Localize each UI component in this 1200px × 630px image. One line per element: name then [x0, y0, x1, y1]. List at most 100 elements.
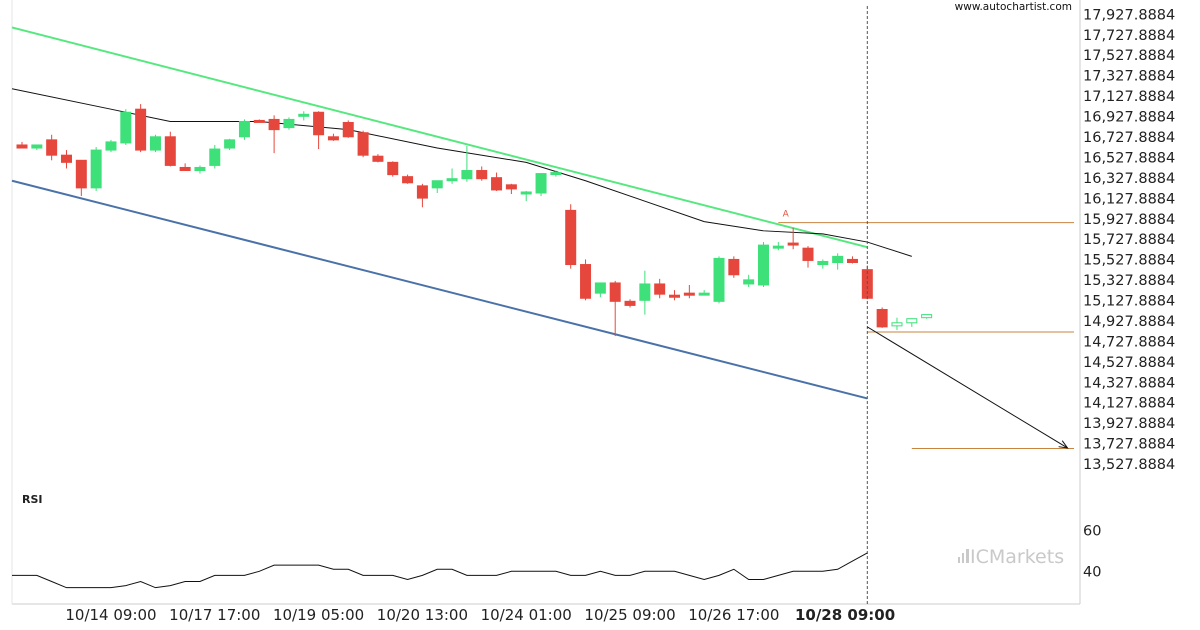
rsi-tick-label: 40 [1083, 564, 1101, 580]
candle-body [669, 294, 681, 298]
candle-body [327, 136, 339, 141]
candle [565, 204, 577, 269]
candle [446, 168, 458, 184]
trend-lines [11, 26, 868, 400]
candle-body [580, 264, 592, 299]
candle [550, 170, 562, 177]
candle [609, 280, 621, 337]
brand-prefix: IC [970, 546, 989, 568]
candle [120, 109, 132, 145]
candle-body [832, 255, 844, 263]
candle-body [876, 309, 888, 328]
brand-logo: ICMarkets [958, 546, 1064, 568]
price-tick-label: 15,527.8884 [1083, 253, 1175, 269]
candle [402, 174, 414, 184]
candle [580, 259, 592, 301]
candle-body [505, 184, 517, 190]
brand-bars-icon [958, 549, 969, 563]
candle-body [728, 258, 740, 276]
candle [921, 314, 933, 319]
candle-body [298, 113, 310, 117]
support-trend-line [11, 179, 868, 400]
candle [372, 154, 384, 163]
time-tick-label: 10/26 17:00 [688, 606, 779, 624]
time-tick-label: 10/28 09:00 [795, 606, 895, 624]
candle-body [431, 180, 443, 189]
candle [713, 256, 725, 304]
price-tick-label: 15,127.8884 [1083, 294, 1175, 310]
candle [75, 159, 87, 197]
candle [327, 133, 339, 141]
candle-body [698, 292, 710, 296]
price-tick-label: 17,127.8884 [1083, 89, 1175, 105]
time-tick-label: 10/19 05:00 [273, 606, 364, 624]
candle-body [921, 314, 933, 319]
candle-body [713, 257, 725, 302]
candle-body [135, 108, 147, 151]
price-tick-label: 13,927.8884 [1083, 416, 1175, 432]
candle [505, 183, 517, 195]
candle [758, 242, 769, 288]
candle-body [476, 170, 488, 180]
svg-text:ICMarkets: ICMarkets [970, 546, 1064, 568]
candle-body [624, 300, 636, 306]
price-tick-label: 14,727.8884 [1083, 334, 1175, 350]
price-tick-label: 15,927.8884 [1083, 212, 1175, 228]
candle [179, 163, 191, 172]
price-tick-label: 14,127.8884 [1083, 396, 1175, 412]
candle [476, 166, 488, 181]
candle-body [75, 159, 87, 189]
brand-name: Markets [989, 546, 1064, 568]
projection-arrowhead [1058, 440, 1069, 449]
candle [846, 256, 858, 264]
candle [194, 165, 206, 174]
candle [669, 290, 681, 301]
candle-body [342, 121, 354, 138]
candle-body [105, 141, 117, 151]
time-tick-label: 10/17 17:00 [169, 606, 260, 624]
candle-body [149, 136, 161, 151]
candle-body [387, 161, 399, 176]
candle-body [639, 283, 651, 301]
candle-body [16, 144, 28, 149]
candle [624, 299, 636, 308]
pattern-overlay: A [783, 6, 1069, 604]
price-tick-label: 17,727.8884 [1083, 28, 1175, 44]
price-tick-label: 14,527.8884 [1083, 355, 1175, 371]
candle-body [758, 244, 769, 286]
candle-body [654, 283, 666, 295]
candle [135, 104, 147, 153]
price-tick-label: 17,927.8884 [1083, 7, 1175, 23]
rsi-panel: 60 40 [12, 523, 1101, 589]
candle [535, 173, 547, 197]
price-levels [778, 222, 1074, 449]
candle-body [846, 258, 858, 263]
pattern-marker: A [783, 210, 790, 220]
rsi-label: RSI [22, 493, 43, 506]
price-tick-label: 15,327.8884 [1083, 273, 1175, 289]
candle-body [313, 111, 325, 136]
price-tick-label: 13,527.8884 [1083, 457, 1175, 473]
candle [802, 246, 814, 268]
time-tick-label: 10/20 13:00 [377, 606, 468, 624]
candle [772, 242, 784, 251]
candle-body [461, 170, 473, 180]
candle [238, 119, 250, 140]
time-tick-label: 10/24 01:00 [481, 606, 572, 624]
candle [105, 139, 117, 153]
price-tick-label: 17,327.8884 [1083, 69, 1175, 85]
candle [46, 134, 58, 161]
candle [209, 144, 221, 169]
candle-body [565, 209, 577, 266]
candle-body [817, 260, 829, 266]
candle-body [46, 139, 58, 156]
candle [313, 111, 325, 150]
candle-body [402, 176, 414, 184]
candle [832, 253, 844, 270]
candle [683, 284, 695, 299]
candle-body [491, 177, 503, 191]
price-tick-label: 14,927.8884 [1083, 314, 1175, 330]
candle-body [683, 292, 695, 296]
candle-body [787, 242, 799, 246]
